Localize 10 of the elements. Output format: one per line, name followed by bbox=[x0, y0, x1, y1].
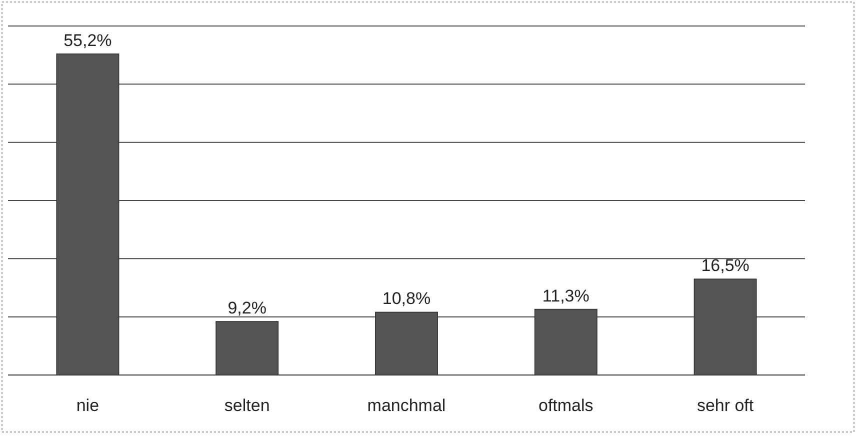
x-tick-label: sehr oft bbox=[696, 396, 754, 415]
x-tick-label: manchmal bbox=[367, 396, 446, 415]
data-label: 16,5% bbox=[701, 256, 750, 276]
data-label: 10,8% bbox=[382, 289, 431, 308]
data-label: 11,3% bbox=[542, 286, 590, 306]
x-tick-label: oftmals bbox=[538, 396, 594, 415]
data-label: 9,2% bbox=[228, 298, 266, 318]
x-tick-label: selten bbox=[224, 396, 270, 415]
data-label: 55,2% bbox=[64, 30, 112, 50]
x-tick-label: nie bbox=[76, 396, 100, 415]
